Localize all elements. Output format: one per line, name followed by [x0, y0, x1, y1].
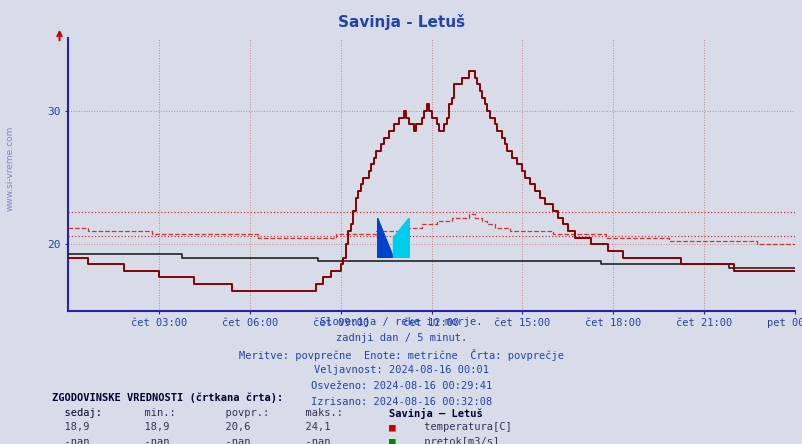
Text: sedaj:: sedaj: [52, 408, 102, 418]
Text: ZGODOVINSKE VREDNOSTI (črtkana črta):: ZGODOVINSKE VREDNOSTI (črtkana črta): [52, 393, 283, 404]
Text: povpr.:: povpr.: [213, 408, 269, 418]
Text: 24,1: 24,1 [293, 422, 330, 432]
Text: Osveženo: 2024-08-16 00:29:41: Osveženo: 2024-08-16 00:29:41 [310, 381, 492, 392]
Polygon shape [377, 218, 393, 258]
Text: temperatura[C]: temperatura[C] [417, 422, 511, 432]
Text: 18,9: 18,9 [132, 422, 170, 432]
Text: www.si-vreme.com: www.si-vreme.com [5, 126, 14, 211]
Polygon shape [393, 238, 409, 258]
Polygon shape [393, 218, 409, 258]
Text: ■: ■ [389, 422, 395, 432]
Text: zadnji dan / 5 minut.: zadnji dan / 5 minut. [335, 333, 467, 344]
Text: -nan: -nan [213, 437, 250, 444]
Text: -nan: -nan [132, 437, 170, 444]
Text: Izrisano: 2024-08-16 00:32:08: Izrisano: 2024-08-16 00:32:08 [310, 397, 492, 408]
Text: ■: ■ [389, 437, 395, 444]
Text: -nan: -nan [52, 437, 90, 444]
Text: -nan: -nan [293, 437, 330, 444]
Text: Slovenija / reke in morje.: Slovenija / reke in morje. [320, 317, 482, 328]
Text: Meritve: povprečne  Enote: metrične  Črta: povprečje: Meritve: povprečne Enote: metrične Črta:… [239, 349, 563, 361]
Text: 18,9: 18,9 [52, 422, 90, 432]
Text: maks.:: maks.: [293, 408, 342, 418]
Text: Savinja – Letuš: Savinja – Letuš [389, 408, 483, 419]
Text: Savinja - Letuš: Savinja - Letuš [338, 14, 464, 30]
Text: min.:: min.: [132, 408, 176, 418]
Text: Veljavnost: 2024-08-16 00:01: Veljavnost: 2024-08-16 00:01 [314, 365, 488, 376]
Text: pretok[m3/s]: pretok[m3/s] [417, 437, 498, 444]
Text: 20,6: 20,6 [213, 422, 250, 432]
